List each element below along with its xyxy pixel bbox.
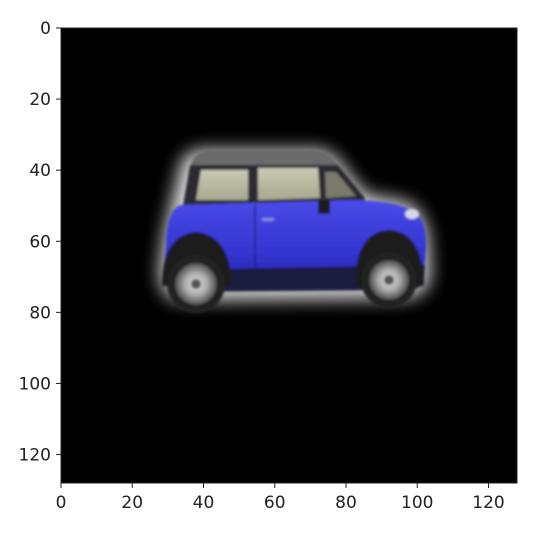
y-tick-label: 60 <box>29 232 51 252</box>
x-tick-label: 60 <box>264 493 286 513</box>
axes-frame <box>60 27 518 484</box>
y-tick-label: 40 <box>29 161 51 181</box>
car-image <box>160 150 430 313</box>
x-tick-label: 20 <box>121 493 143 513</box>
x-tick-label: 0 <box>56 493 67 513</box>
x-tick-label: 40 <box>193 493 215 513</box>
y-tick-label: 100 <box>19 374 51 394</box>
x-tick-label: 100 <box>401 493 433 513</box>
y-tick-label: 20 <box>29 90 51 110</box>
x-axis: 0 20 40 60 80 100 120 <box>56 483 505 513</box>
y-tick-label: 0 <box>40 19 51 39</box>
x-tick-label: 80 <box>335 493 357 513</box>
y-tick-label: 80 <box>29 303 51 323</box>
y-tick-label: 120 <box>19 446 51 466</box>
y-axis: 0 20 40 60 80 100 120 <box>19 19 61 466</box>
x-tick-label: 120 <box>472 493 504 513</box>
